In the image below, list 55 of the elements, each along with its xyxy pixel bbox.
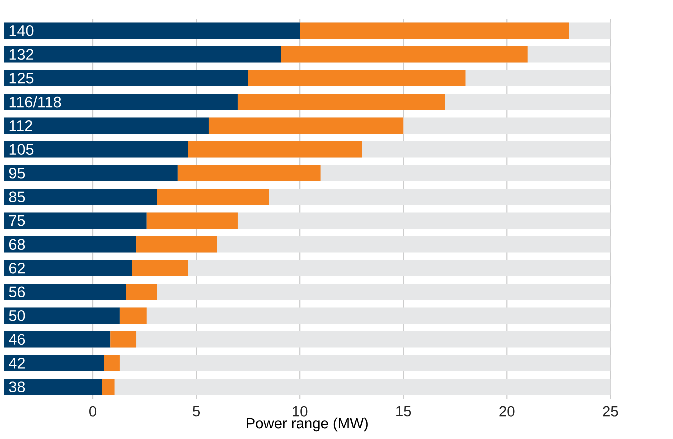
bar [300, 22, 570, 39]
bar [126, 284, 158, 300]
y-tick-label: 50 [9, 310, 26, 322]
y-tick-label: 38 [9, 382, 26, 393]
bar [4, 189, 158, 206]
bar [4, 118, 209, 134]
bar [4, 260, 132, 276]
y-tick-label: 46 [9, 334, 26, 346]
bar [4, 165, 178, 182]
bar [4, 22, 300, 39]
y-tick-label: 116/118 [10, 96, 62, 108]
y-tick-label: 125 [10, 72, 34, 84]
x-tick-label: 10 [293, 406, 308, 417]
y-tick-label: 68 [9, 239, 26, 250]
bar [4, 236, 137, 253]
x-tick-label: 25 [603, 406, 618, 417]
bar [4, 332, 111, 348]
x-tick-label: 5 [193, 406, 200, 417]
bar [178, 165, 321, 182]
y-tick-label: 132 [10, 49, 34, 60]
bar [4, 355, 104, 372]
bar [248, 70, 466, 86]
bar [4, 46, 282, 63]
bar [238, 94, 446, 110]
y-tick-label: 75 [10, 216, 26, 226]
bar [120, 308, 147, 324]
bar [281, 46, 528, 63]
y-tick-label: 105 [10, 144, 34, 156]
x-axis-title: Power range (MW) [247, 418, 368, 432]
bar [102, 379, 115, 396]
x-tick-label: 20 [500, 406, 515, 417]
bar [157, 189, 270, 206]
bar [4, 142, 188, 158]
bar [208, 118, 404, 134]
y-tick-label: 42 [9, 358, 25, 369]
bar [4, 94, 238, 110]
y-tick-label: 85 [9, 192, 26, 203]
bar [188, 142, 362, 158]
y-tick-label: 62 [9, 262, 25, 274]
bar [4, 70, 248, 86]
x-tick-label: 0 [90, 406, 97, 417]
bar [136, 236, 218, 253]
y-tick-label: 56 [9, 286, 26, 298]
bar [4, 379, 102, 396]
bar [4, 212, 147, 229]
y-tick-label: 95 [9, 168, 26, 179]
bar [4, 284, 126, 300]
x-tick-label: 15 [396, 406, 412, 417]
bar [110, 332, 137, 348]
bar [146, 212, 238, 229]
bar [104, 355, 120, 372]
y-tick-label: 112 [10, 120, 32, 132]
bar [132, 260, 188, 276]
y-tick-label: 140 [10, 25, 34, 36]
bar [4, 308, 120, 324]
